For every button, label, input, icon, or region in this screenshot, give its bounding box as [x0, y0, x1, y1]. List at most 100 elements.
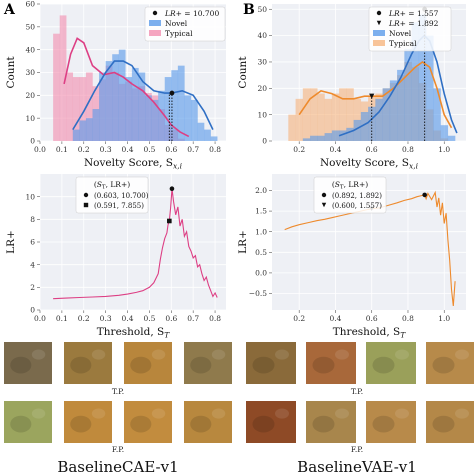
- legend-swatch: [373, 30, 385, 36]
- x-tick-label: 0.2: [293, 314, 305, 323]
- thumb-right-fp: [306, 401, 356, 443]
- legend-swatch: [149, 20, 161, 26]
- tp-label-left: T.P.: [112, 387, 124, 396]
- thumb-left-fp-texture: [91, 408, 106, 419]
- y-tick-label: 2.0: [255, 186, 267, 195]
- chart-A-lr: 0.0 0.1 0.2 0.3 0.4 0.5 0.6 0.7 0.8 0 2 4 6 8 10 Thresh…: [5, 174, 226, 340]
- thumb-left-tp-texture: [190, 356, 212, 374]
- bar-novel: [368, 106, 376, 141]
- y-tick-label: 40: [25, 45, 35, 54]
- thumb-left-tp-texture: [211, 349, 226, 360]
- bar-typical: [339, 88, 347, 141]
- legend-label: Novel: [389, 29, 412, 38]
- bar-novel: [190, 99, 198, 141]
- thumb-left-fp-texture: [211, 408, 226, 419]
- y-tick-label: 30: [25, 68, 35, 77]
- thumb-left-tp: [124, 342, 172, 384]
- x-tick-label: 0.2: [78, 314, 90, 323]
- thumb-right-tp-texture: [455, 349, 469, 360]
- x-tick-label: 0.7: [187, 314, 199, 323]
- bar-typical: [79, 77, 87, 141]
- legend-box: [368, 6, 452, 52]
- thumb-left-tp: [4, 342, 52, 384]
- thumb-right-tp-texture: [335, 349, 349, 360]
- bar-novel: [164, 77, 172, 141]
- chart-B-lr: 0.2 0.4 0.6 0.8 1.0 −0.5 0.0 0.5 1.0 1.5 2.0 Thresh…: [237, 174, 466, 340]
- thumb-right-tp-texture: [275, 349, 289, 360]
- thumb-left-fp: [64, 401, 112, 443]
- x-tick-label: 0.2: [293, 145, 305, 154]
- bar-novel: [353, 119, 362, 141]
- thumb-left-fp-texture: [70, 415, 92, 433]
- y-tick-label: 10: [25, 114, 35, 123]
- lr-line: [284, 190, 456, 306]
- bar-novel: [411, 22, 420, 141]
- thumb-right-tp: [426, 342, 474, 384]
- bar-novel: [382, 88, 391, 141]
- bar-novel: [324, 133, 333, 141]
- x-tick-label: 0.8: [402, 314, 414, 323]
- bar-novel: [79, 120, 87, 141]
- legend-label: (0.892, 1.892): [332, 192, 382, 200]
- bar-typical: [85, 72, 93, 141]
- thumb-right-fp-texture: [275, 408, 289, 419]
- legend-swatch: [373, 40, 385, 46]
- x-tick-label: 0.5: [143, 145, 155, 154]
- bar-novel: [105, 61, 113, 141]
- legend-marker: [83, 192, 89, 198]
- legend-marker: [376, 20, 382, 26]
- x-tick-label: 0.6: [165, 314, 177, 323]
- x-tick-label: 0.8: [209, 314, 221, 323]
- bar-typical: [331, 93, 340, 141]
- x-axis-label: Threshold, ST: [97, 326, 170, 340]
- x-tick-label: 0.1: [56, 145, 68, 154]
- y-tick-label: 8: [30, 215, 35, 224]
- legend-marker: [83, 202, 89, 208]
- bar-novel: [92, 109, 100, 141]
- caption-right: BaselineVAE-v1: [297, 458, 417, 476]
- thumb-right-tp-texture: [432, 356, 455, 374]
- kde-line-typical: [298, 61, 453, 129]
- legend-label: LR+ = 1.892: [388, 19, 439, 28]
- thumb-right-tp-texture: [372, 356, 395, 374]
- threshold-marker-2: [369, 93, 375, 99]
- tp-label-right: T.P.: [351, 387, 363, 396]
- charts: 0.0 0.1 0.2 0.3 0.4 0.5 0.6 0.7 0.80102030405060…: [5, 0, 466, 340]
- legend-label: (0.591, 7.855): [94, 202, 144, 210]
- thumb-right-tp-texture: [312, 356, 335, 374]
- bar-novel: [433, 88, 441, 141]
- x-tick-label: 0.2: [78, 145, 90, 154]
- x-tick-label: 0.4: [122, 145, 134, 154]
- bar-novel: [339, 130, 347, 141]
- bar-novel: [426, 35, 434, 141]
- y-tick-label: 0: [30, 137, 35, 146]
- thumb-left-fp: [124, 401, 172, 443]
- lr-line: [53, 188, 218, 300]
- y-tick-label: 40: [257, 31, 267, 40]
- bar-novel: [72, 129, 80, 141]
- x-axis-label: Novelty Score, Sx,i: [320, 157, 419, 171]
- legend-label: Novel: [165, 19, 188, 28]
- y-tick-label: 50: [25, 22, 35, 31]
- y-tick-label: 0.0: [255, 269, 267, 278]
- x-tick-label: 0.6: [165, 145, 177, 154]
- y-axis-label: Count: [5, 56, 17, 89]
- thumb-right-fp-texture: [372, 415, 395, 433]
- bar-novel: [138, 72, 146, 141]
- y-tick-label: 30: [257, 58, 267, 67]
- y-tick-label: 20: [257, 84, 267, 93]
- thumb-right-fp-texture: [395, 408, 409, 419]
- x-tick-label: 1.0: [438, 314, 450, 323]
- x-tick-label: 0.6: [366, 145, 378, 154]
- lr-marker-circle: [422, 192, 427, 198]
- legend-label: LR+ = 10.700: [164, 9, 219, 18]
- bar-novel: [145, 95, 152, 141]
- thumb-right-fp-texture: [252, 415, 275, 433]
- bar-novel: [418, 14, 427, 141]
- y-tick-label: 1.5: [255, 207, 267, 216]
- legend-label: Typical: [389, 39, 417, 48]
- x-axis-label: Novelty Score, Sx,i: [84, 157, 183, 171]
- bar-novel: [440, 125, 449, 141]
- bar-novel: [118, 49, 126, 141]
- y-tick-label: 0: [262, 137, 267, 146]
